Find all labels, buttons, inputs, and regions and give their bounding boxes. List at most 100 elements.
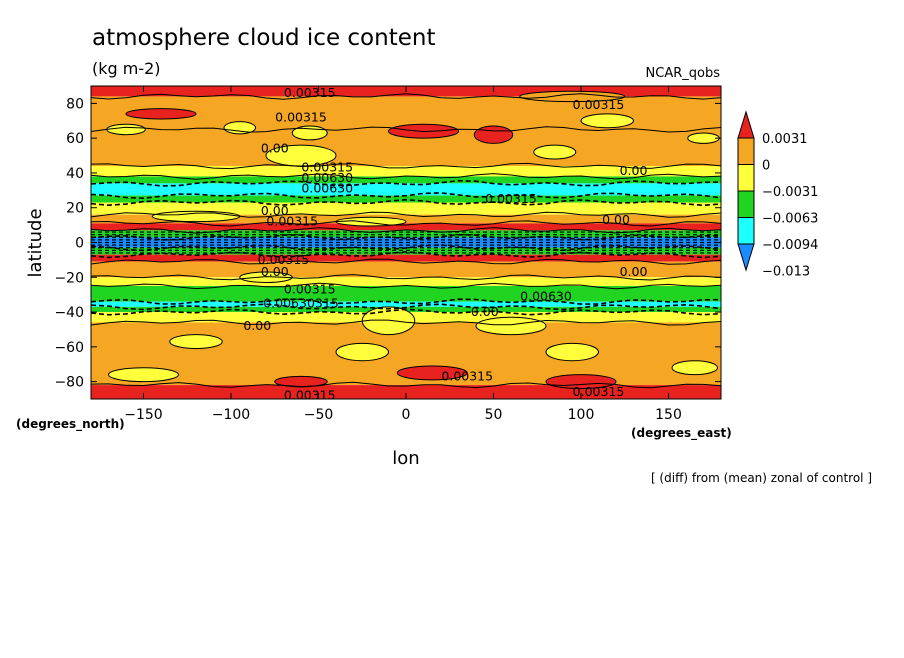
colorbar-label: −0.013 — [762, 265, 810, 280]
colorbar-label: −0.0063 — [762, 212, 818, 227]
x-tick-label: 50 — [485, 407, 503, 423]
x-tick-label: −150 — [124, 407, 162, 423]
x-tick-label: 100 — [568, 407, 595, 423]
contour-line — [91, 93, 721, 100]
field-patch — [239, 271, 293, 283]
field-patch — [265, 144, 337, 167]
lat-band — [91, 183, 721, 196]
contour-label: 0.00 — [620, 163, 648, 178]
x-unit-label: (degrees_east) — [631, 426, 732, 441]
colorbar-label: −0.0031 — [762, 185, 818, 200]
field-patch — [106, 123, 146, 136]
contour-labels: 0.003150.003150.003150.000.003150.006300… — [243, 85, 647, 403]
field-patch — [545, 342, 599, 362]
x-tick-label: 150 — [655, 407, 682, 423]
contour-label: 0.00630 — [520, 288, 572, 303]
field-patch — [335, 342, 389, 362]
field-patch — [687, 132, 720, 144]
x-axis: −150 −100 −50 0 50 100 150 — [124, 86, 682, 423]
field-patch — [396, 365, 468, 381]
field-patch — [475, 316, 547, 336]
diff-note: [ (diff) from (mean) zonal of control ] — [651, 471, 872, 485]
x-tick-label: 0 — [402, 407, 411, 423]
x-axis-title: lon — [392, 448, 419, 469]
contour-line — [91, 192, 721, 200]
lat-band — [91, 165, 721, 177]
source-label: NCAR_qobs — [646, 66, 721, 81]
contour-line — [91, 227, 721, 234]
lat-band — [91, 277, 721, 286]
colorbar-swatch — [737, 190, 755, 218]
contour-label: 0.00315 — [258, 252, 310, 267]
contour-label: 0.00 — [261, 203, 289, 218]
contour-line — [91, 251, 721, 259]
contour-line — [91, 179, 721, 187]
contour-line — [91, 198, 721, 207]
lat-band — [91, 254, 721, 262]
colorbar: 0.0031 0 −0.0031 −0.0063 −0.0094 −0.013 — [737, 110, 818, 280]
field-patch — [533, 144, 577, 160]
y-axis: 80 60 40 20 0 −20 −40 −60 −80 — [54, 96, 721, 391]
colorbar-arrow-top — [737, 110, 755, 139]
colorbar-label: 0 — [762, 159, 770, 174]
y-tick-label: 0 — [75, 236, 84, 252]
contour-label: 0.00315 — [284, 281, 336, 296]
y-tick-label: 40 — [66, 166, 84, 182]
contour-line — [91, 308, 721, 316]
contour-label: 0.00315 — [573, 384, 625, 399]
y-tick-label: −20 — [54, 270, 84, 286]
contour-label: 0.00315 — [284, 85, 336, 100]
chart-units: (kg m-2) — [92, 59, 161, 78]
y-tick-label: 80 — [66, 96, 84, 112]
contour-line — [91, 319, 721, 326]
field-patch — [223, 121, 256, 135]
contour-line — [91, 381, 721, 389]
contour-line — [91, 274, 721, 281]
colorbar-label: −0.0094 — [762, 238, 818, 253]
contour-label: 0.00315 — [485, 191, 537, 206]
contour-line — [91, 220, 721, 227]
contour-label: 0.00315 — [275, 109, 327, 124]
lat-band — [91, 230, 721, 238]
contour-label: 0.00630 — [301, 170, 353, 185]
y-tick-label: −80 — [54, 375, 84, 391]
colorbar-arrow-bottom — [737, 243, 755, 272]
x-tick-label: −100 — [212, 407, 250, 423]
contour-label: 0.00 — [602, 212, 630, 227]
field-patch — [671, 360, 718, 376]
contour-line — [91, 162, 721, 170]
field-patch — [473, 125, 514, 144]
y-tick-label: 60 — [66, 131, 84, 147]
contour-line — [91, 126, 721, 133]
lat-band — [91, 214, 721, 224]
contour-label: 0.00630315 — [263, 295, 339, 310]
contour-lines — [91, 93, 721, 389]
contour-line — [91, 258, 721, 265]
contour-line — [91, 303, 721, 311]
y-tick-label: 20 — [66, 201, 84, 217]
contour-label: 0.00 — [471, 304, 499, 319]
contour-line — [91, 298, 721, 305]
lat-band — [91, 176, 721, 184]
contour-label: 0.00 — [243, 318, 271, 333]
field-patch — [125, 108, 197, 120]
contour-line — [91, 173, 721, 180]
y-tick-label: −40 — [54, 305, 84, 321]
y-unit-label: (degrees_north) — [16, 417, 125, 432]
heatmap-fill — [91, 86, 721, 399]
contour-line — [91, 211, 721, 218]
contour-label: 0.00 — [261, 264, 289, 279]
field-patch — [519, 90, 626, 103]
colorbar-swatch — [737, 164, 755, 192]
field-patch — [108, 367, 179, 383]
lat-band — [91, 202, 721, 215]
contour-line — [91, 282, 721, 290]
contour-label: 0.00315 — [441, 368, 493, 383]
lat-band — [91, 301, 721, 307]
colorbar-label: 0.0031 — [762, 132, 808, 147]
y-tick-label: −60 — [54, 340, 84, 356]
field-patch — [169, 334, 223, 350]
y-axis-title: latitude — [25, 208, 46, 277]
